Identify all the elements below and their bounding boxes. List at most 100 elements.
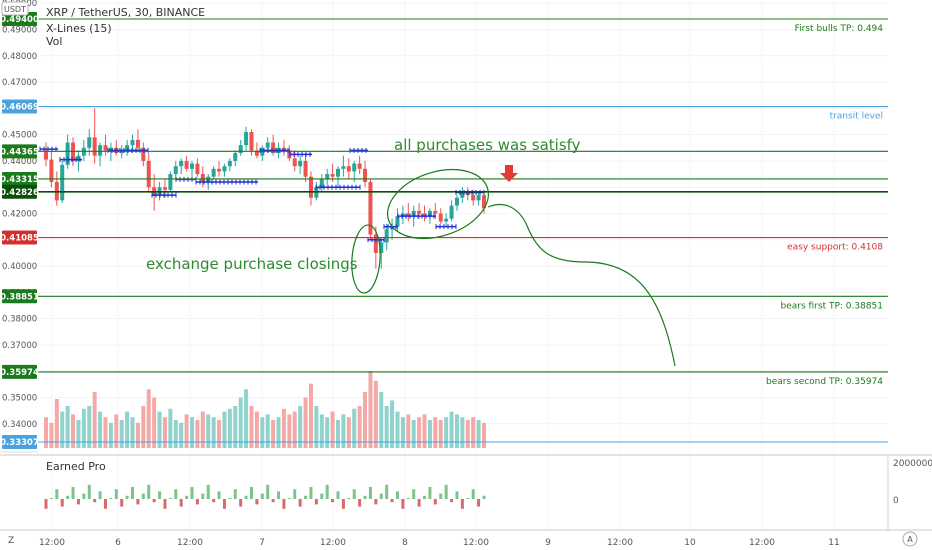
histogram-bar [120, 499, 124, 507]
currency-badge[interactable]: USDT [4, 5, 26, 14]
candle-body [417, 210, 422, 214]
time-tick-label: 10 [684, 538, 696, 548]
level-badge-text: 0.35974 [0, 368, 39, 378]
currency-badge-bg[interactable] [1, 1, 29, 16]
volume-bar [330, 411, 335, 448]
volume-bar [60, 411, 65, 448]
candle-body [92, 137, 97, 156]
candle-body [330, 174, 335, 177]
time-tick-label: 12:00 [607, 538, 633, 548]
candle-body [125, 145, 130, 151]
histogram-bar [385, 484, 389, 499]
histogram-bar [439, 493, 443, 499]
candle-body [146, 160, 151, 188]
volume-bar [76, 420, 81, 448]
histogram-bar [212, 499, 216, 503]
level-badge-text: 0.43315 [0, 175, 39, 185]
indicator-vol[interactable]: Vol [46, 35, 62, 48]
hand-drawings [351, 165, 676, 367]
volume-bar [184, 414, 189, 448]
candle-body [422, 213, 427, 217]
histogram-bar [228, 498, 232, 499]
level-badge [2, 364, 37, 379]
candle-body [406, 213, 411, 217]
corner-right-a[interactable]: A [907, 535, 913, 544]
candle-body [384, 229, 389, 243]
histogram-bar [450, 499, 454, 503]
price-tick-label: 0.49000 [2, 26, 37, 36]
histogram-bar [179, 499, 183, 507]
candle-body [76, 155, 81, 161]
price-tick-label: 0.40000 [2, 262, 37, 272]
volume-bar [162, 417, 167, 448]
volume-bar [411, 420, 416, 448]
volume-bar [98, 411, 103, 448]
histogram-bar [109, 498, 113, 499]
candle-body [357, 163, 362, 169]
indicator-xlines[interactable]: X-Lines (15) [46, 22, 112, 35]
histogram-bar [217, 491, 221, 499]
histogram-bar [304, 495, 308, 499]
volume-bar [244, 389, 249, 448]
histogram-bar [341, 499, 345, 509]
histogram-bar [141, 493, 145, 499]
candle-body [352, 163, 357, 172]
histogram-bar [206, 484, 210, 499]
lower-pane-title[interactable]: Earned Pro [46, 460, 106, 473]
candle-body [195, 163, 200, 175]
level-badge [2, 171, 37, 186]
candle-body [190, 163, 194, 169]
volume-bar [190, 417, 194, 448]
candle-body [217, 168, 222, 172]
histogram-bar [314, 499, 318, 505]
volume-bar [384, 406, 389, 448]
candle-body [200, 174, 205, 182]
candle-body [319, 179, 324, 188]
volume-bar [449, 411, 454, 448]
candle-body [168, 174, 173, 190]
candle-body [325, 174, 330, 180]
volume-bar [454, 414, 459, 448]
text-annotations: all purchases was satisfy exchange purch… [146, 136, 581, 273]
volume-bar [298, 406, 303, 448]
volume-bar [395, 411, 400, 448]
level-badge-text: 0.41085 [0, 234, 39, 244]
histogram-bar [131, 487, 135, 499]
corner-right-circle[interactable] [902, 531, 918, 547]
histogram-bar [55, 489, 59, 499]
histogram-bar [320, 493, 324, 499]
volume-bar [433, 417, 438, 448]
histogram-bar [185, 495, 189, 499]
histogram-bar [125, 495, 129, 499]
histogram-bar [433, 499, 437, 505]
candle-body [308, 176, 313, 198]
histogram-bar [71, 487, 75, 499]
histogram-bar [444, 484, 448, 499]
corner-left-z[interactable]: Z [8, 536, 14, 546]
level-label: bears first TP: 0.38851 [781, 301, 884, 311]
candle-body [108, 147, 113, 151]
volume-bar [195, 420, 200, 448]
histogram-bar [358, 499, 362, 507]
volume-bar [179, 422, 184, 448]
volume-bar [152, 397, 157, 448]
level-badge [2, 99, 37, 114]
volume-bar [54, 399, 59, 448]
volume-bar [373, 380, 378, 448]
time-axis[interactable]: 12:00 6 12:00 7 12:00 8 12:00 9 12:00 10 12:00 11 [39, 538, 840, 548]
histogram-bar [244, 495, 248, 499]
projection-curve [487, 203, 676, 367]
volume-bar [438, 420, 443, 448]
histogram-bar [93, 499, 97, 503]
histogram-bar [309, 487, 313, 499]
volume-bar [217, 420, 222, 448]
price-tick-label: 0.38000 [2, 315, 37, 325]
volume-bar [287, 414, 292, 448]
symbol-title[interactable]: XRP / TetherUS, 30, BINANCE [46, 6, 205, 19]
histogram-bar [66, 495, 70, 499]
candle-body [433, 210, 438, 214]
price-tick-label: 0.42000 [2, 210, 37, 220]
horizontal-levels[interactable]: First bulls TP: 0.494 transit level easy s… [38, 18, 888, 443]
volume-bar [292, 411, 297, 448]
